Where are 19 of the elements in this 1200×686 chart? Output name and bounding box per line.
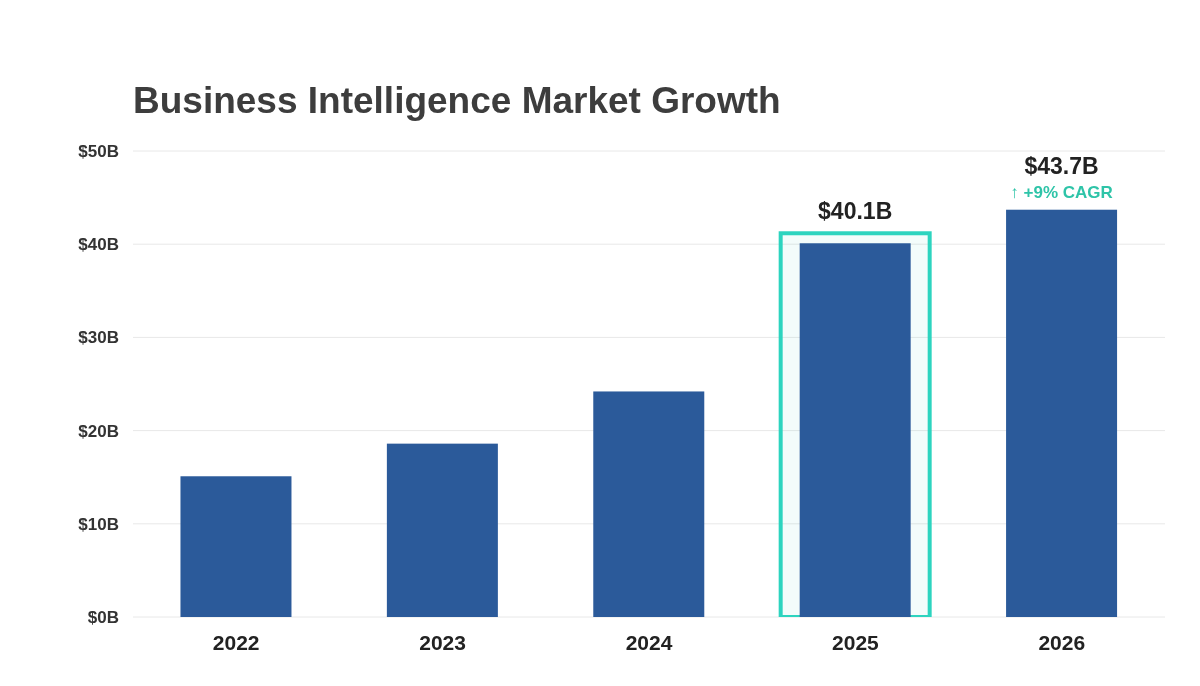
x-tick-label: 2022	[212, 630, 260, 654]
x-tick-label: 2024	[625, 630, 673, 654]
chart-title: Business Intelligence Market Growth	[133, 80, 781, 122]
y-tick-label: $30B	[78, 328, 119, 348]
bar	[180, 476, 292, 617]
y-tick-label: $40B	[78, 235, 119, 255]
y-tick-label: $10B	[78, 514, 119, 534]
x-tick-label: 2025	[832, 630, 880, 654]
y-tick-label: $0B	[87, 608, 119, 628]
x-tick-label: 2023	[419, 630, 466, 654]
data-label: $40.1B	[818, 198, 893, 225]
y-tick-label: $50B	[78, 142, 119, 162]
bar	[593, 391, 705, 617]
x-tick-label: 2026	[1038, 630, 1086, 654]
annotation: ↑ +9% CAGR	[1010, 182, 1113, 202]
bar	[386, 443, 498, 617]
y-tick-label: $20B	[78, 421, 119, 441]
bar	[1006, 209, 1118, 617]
data-label: $43.7B	[1024, 152, 1099, 179]
